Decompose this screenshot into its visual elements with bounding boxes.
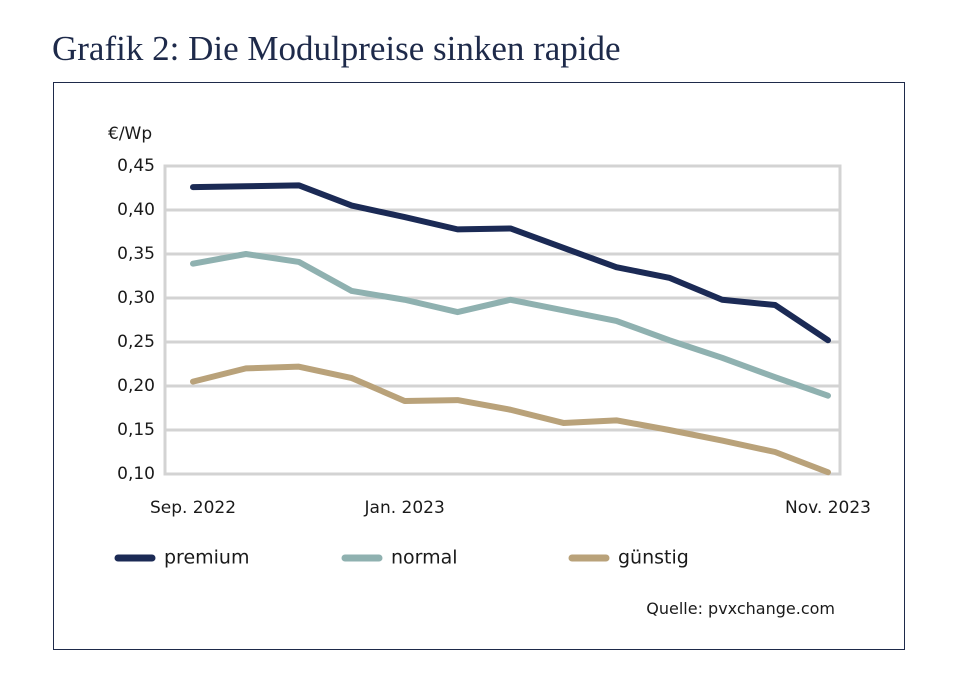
source: Quelle: pvxchange.com [646, 599, 835, 618]
y-tick-label: 0,30 [117, 288, 155, 308]
y-tick-label: 0,25 [117, 332, 155, 352]
y-axis-label: €/Wp [108, 124, 152, 144]
legend-label: günstig [618, 547, 689, 569]
y-tick-label: 0,15 [117, 420, 155, 440]
line-series [190, 251, 831, 399]
legend-label: premium [164, 547, 249, 569]
y-tick-label: 0,40 [117, 200, 155, 220]
x-tick-label: Jan. 2023 [364, 498, 445, 518]
line-series [190, 363, 831, 476]
frame [53, 82, 905, 650]
chart-title: Grafik 2: Die Modulpreise sinken rapide [52, 29, 621, 68]
y-tick-label: 0,20 [117, 376, 155, 396]
y-tick-label: 0,10 [117, 464, 155, 484]
y-tick-label: 0,35 [117, 244, 155, 264]
line-series [190, 182, 831, 344]
x-tick-label: Nov. 2023 [785, 498, 871, 518]
x-tick-label: Sep. 2022 [150, 498, 236, 518]
y-tick-label: 0,45 [117, 156, 155, 176]
legend-label: normal [391, 547, 458, 569]
